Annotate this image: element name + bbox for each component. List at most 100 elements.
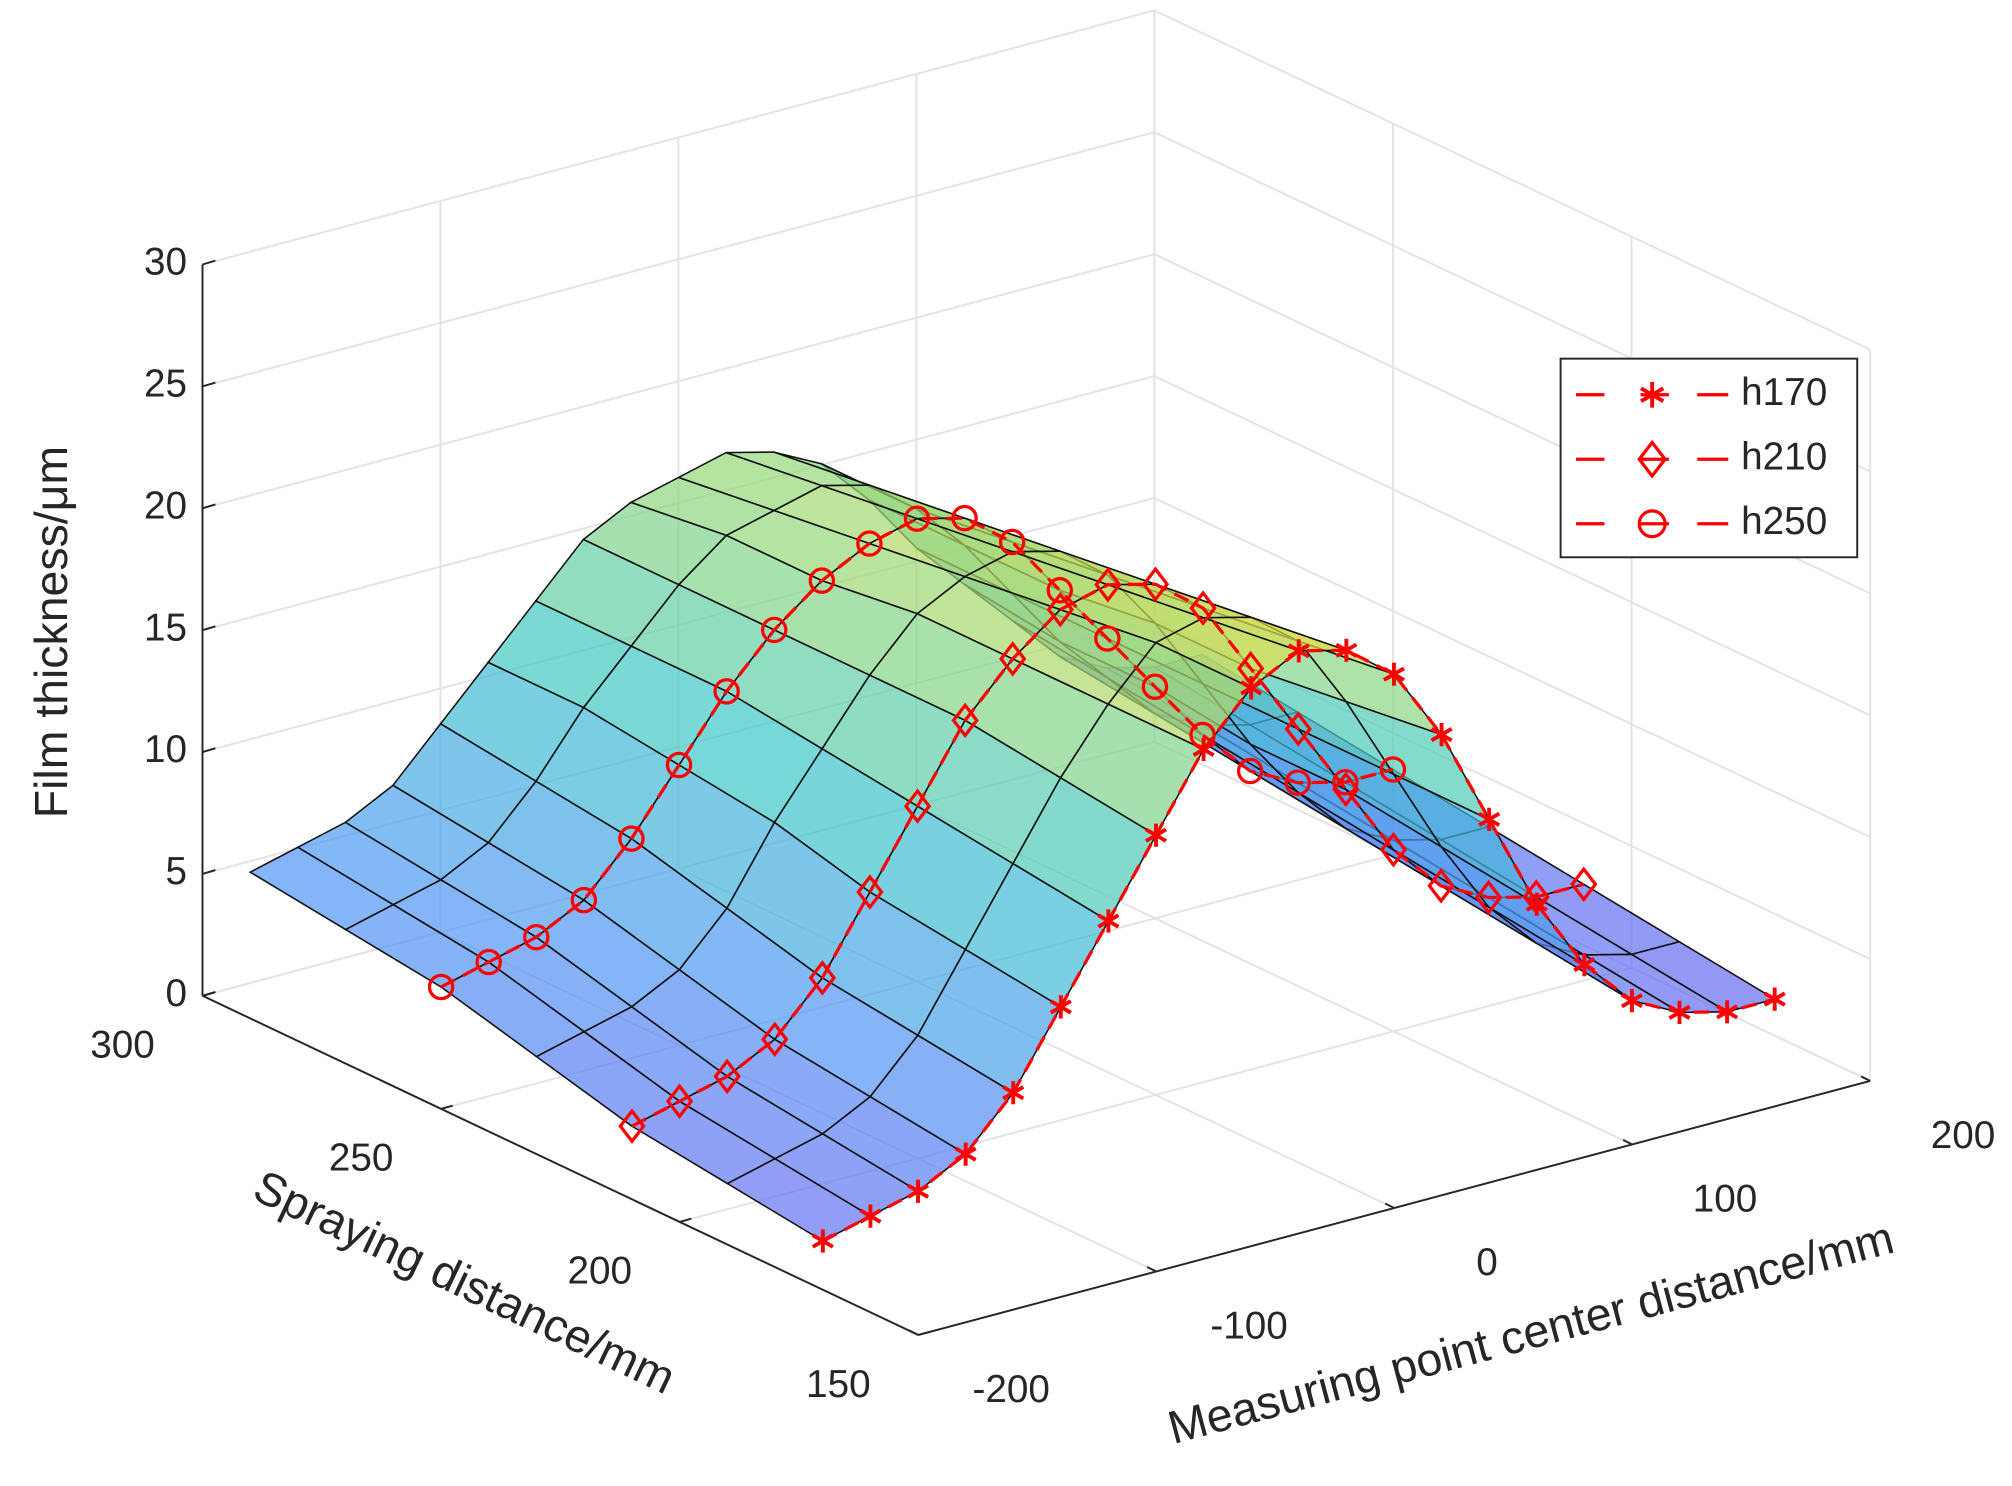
marker (1427, 868, 1455, 904)
marker (1094, 567, 1122, 603)
marker (907, 1179, 930, 1203)
z-tick-label: 0 (165, 972, 187, 1015)
marker (811, 1229, 834, 1253)
marker (761, 616, 788, 644)
marker (808, 960, 836, 996)
marker (523, 923, 550, 951)
marker (1189, 721, 1216, 749)
marker (856, 874, 884, 910)
z-tick (202, 503, 216, 510)
z-tick (202, 625, 216, 632)
marker (1141, 673, 1169, 700)
marker (903, 788, 932, 824)
z-tick-label: 15 (144, 606, 187, 649)
z-tick (202, 259, 216, 266)
x-tick-label: 0 (1476, 1241, 1498, 1284)
y-tick (679, 1217, 692, 1223)
y-tick (202, 991, 215, 997)
y-tick-label: 200 (567, 1250, 632, 1293)
marker (1522, 879, 1550, 915)
y-tick (918, 1330, 931, 1336)
marker (618, 825, 645, 852)
marker (1046, 591, 1074, 628)
marker (570, 886, 598, 914)
marker (713, 1058, 741, 1095)
legend-label: h250 (1741, 500, 1827, 543)
marker (859, 1204, 882, 1228)
marker (1189, 590, 1217, 626)
marker (1236, 757, 1264, 785)
marker (1002, 1081, 1025, 1105)
legend-marker (1637, 439, 1668, 479)
marker (903, 505, 931, 532)
marker (1382, 662, 1405, 686)
z-tick (202, 869, 216, 875)
x-tick-label: -100 (1210, 1304, 1287, 1347)
marker (1284, 769, 1311, 796)
y-tick-label: 250 (329, 1137, 394, 1180)
legend-marker (1637, 509, 1667, 539)
grid-line (202, 9, 1155, 266)
z-axis-label: Film thickness/μm (25, 446, 77, 818)
marker (1379, 756, 1407, 783)
marker (1474, 879, 1503, 916)
grid-line (1153, 497, 1871, 839)
marker (1668, 1000, 1691, 1024)
z-tick-label: 10 (144, 728, 187, 771)
marker (1478, 807, 1501, 832)
marker (1573, 953, 1596, 977)
marker (1620, 989, 1643, 1013)
marker (1716, 1000, 1739, 1024)
marker (1141, 566, 1170, 602)
marker (998, 528, 1026, 556)
marker (808, 567, 836, 594)
legend-marker (1640, 381, 1665, 408)
marker (1094, 625, 1121, 652)
marker (1379, 832, 1408, 868)
marker (1332, 771, 1360, 808)
marker (951, 702, 979, 739)
marker (1570, 866, 1598, 903)
marker (1284, 711, 1312, 747)
series-line (822, 648, 1776, 1243)
marker (954, 1142, 977, 1166)
y-tick (440, 1104, 453, 1110)
marker (1763, 987, 1786, 1011)
z-tick (202, 747, 216, 753)
marker (1335, 638, 1358, 662)
marker (1046, 577, 1074, 604)
marker (1237, 650, 1265, 687)
series-line (440, 516, 1394, 989)
z-tick-label: 5 (165, 850, 187, 893)
x-tick-label: 100 (1693, 1177, 1758, 1220)
z-tick-label: 20 (144, 484, 187, 527)
x-tick (1384, 1202, 1395, 1209)
x-tick-label: 200 (1931, 1114, 1996, 1157)
marker (665, 751, 693, 779)
marker (618, 1108, 646, 1144)
marker (665, 1083, 694, 1120)
marker (951, 504, 978, 532)
marker (856, 530, 883, 557)
x-tick (908, 1329, 919, 1336)
marker (1097, 909, 1120, 933)
marker (427, 973, 455, 1001)
x-tick (1146, 1266, 1157, 1273)
marker (1430, 722, 1453, 747)
z-tick-label: 25 (144, 363, 187, 406)
marker (1240, 676, 1263, 700)
grid-line (1153, 375, 1871, 717)
marker (475, 948, 502, 976)
x-tick (1860, 1075, 1871, 1082)
marker (1332, 768, 1359, 796)
y-tick-label: 300 (90, 1024, 155, 1067)
series-line (631, 582, 1585, 1128)
marker (999, 641, 1027, 677)
x-tick (1622, 1139, 1633, 1146)
z-tick-label: 30 (144, 241, 187, 284)
grid-line (1153, 9, 1871, 351)
marker (1049, 995, 1072, 1019)
y-axis (202, 994, 919, 1336)
